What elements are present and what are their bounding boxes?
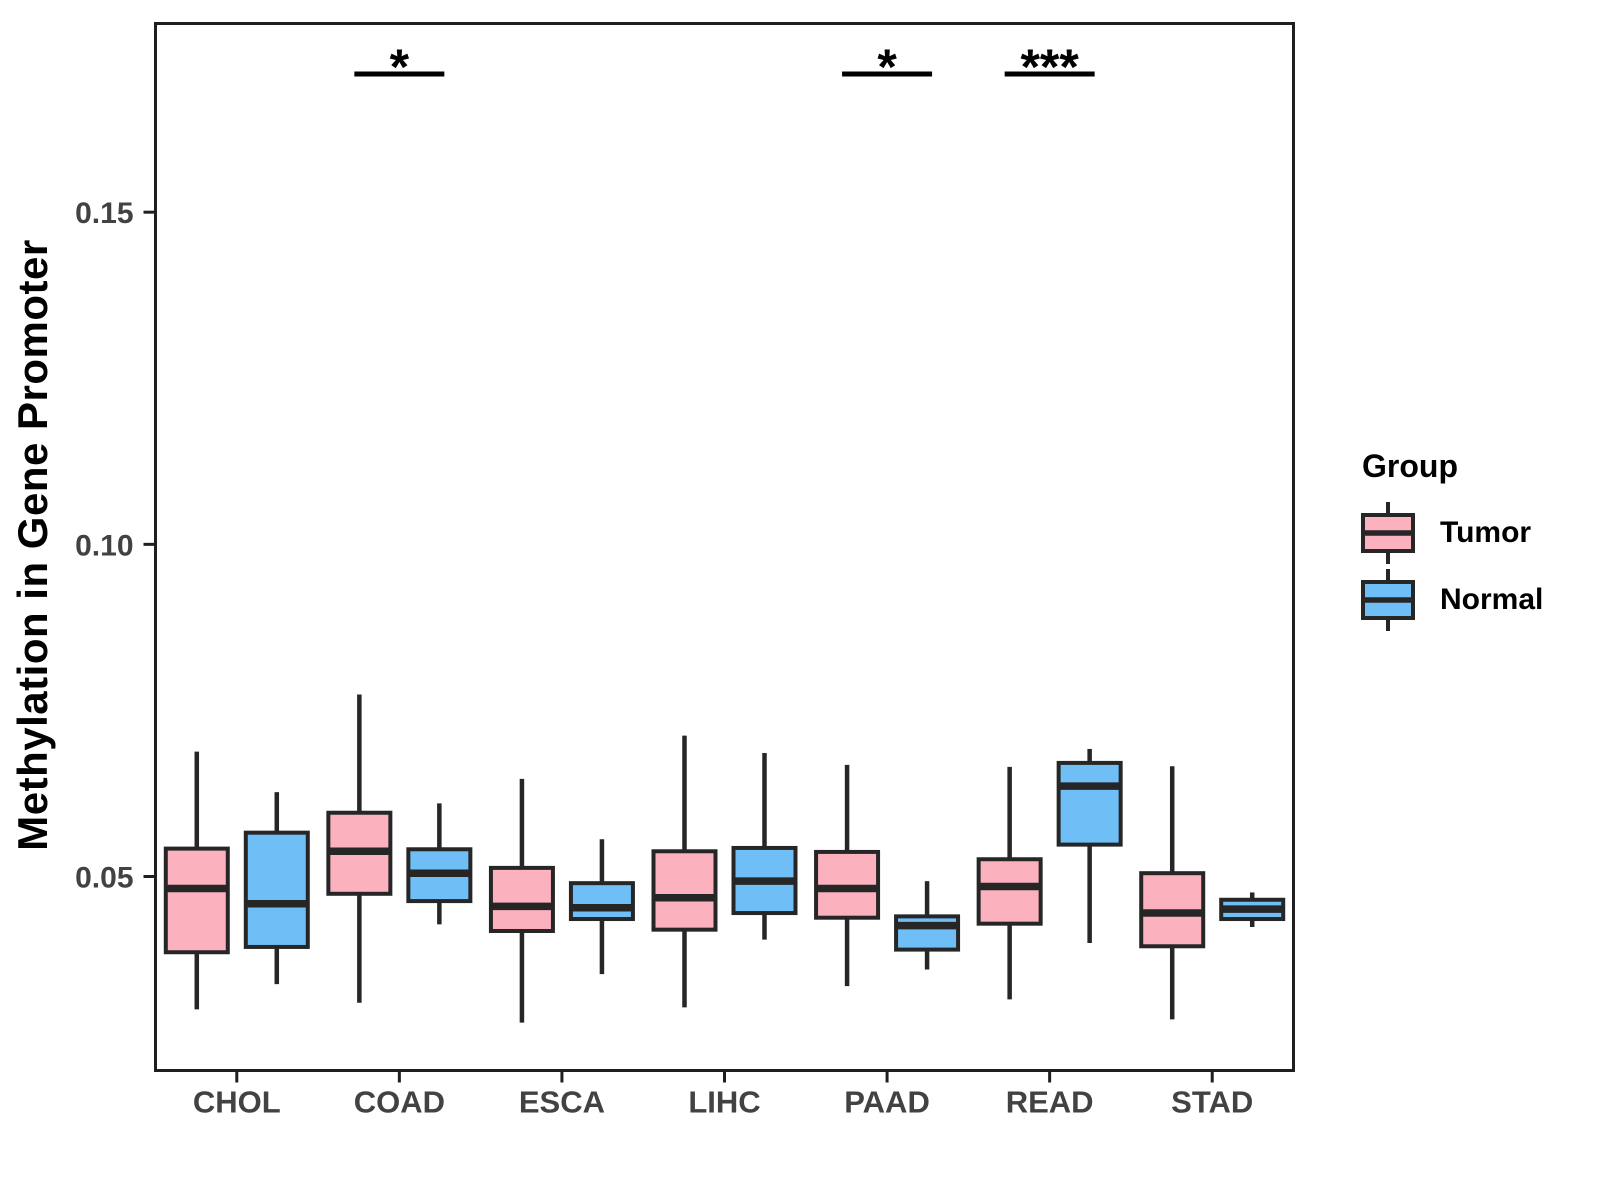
boxplot-stad-tumor — [1139, 766, 1206, 1020]
boxplot-esca-normal — [568, 839, 635, 975]
legend-label-normal: Normal — [1440, 582, 1544, 616]
y-tick-label: 0.15 — [75, 197, 133, 230]
boxplot-lihc-normal — [731, 752, 798, 940]
boxplot-lihc-tumor — [651, 735, 718, 1008]
y-axis-title: Methylation in Gene Promoter — [9, 239, 56, 851]
panel-border — [154, 22, 1295, 1072]
boxplot-esca-tumor — [488, 778, 555, 1023]
x-tick-label-read: READ — [1006, 1085, 1094, 1120]
boxplot-chol-normal — [243, 792, 310, 985]
boxplot-paad-normal — [894, 881, 961, 970]
legend: Group Tumor Normal — [1360, 448, 1543, 633]
sig-label-coad: * — [390, 39, 410, 95]
boxplot-read-tumor — [976, 766, 1043, 1000]
x-tick-label-lihc: LIHC — [688, 1085, 760, 1120]
boxplot-coad-tumor — [326, 694, 393, 1003]
legend-label-tumor: Tumor — [1440, 515, 1532, 549]
boxplot-coad-normal — [406, 803, 473, 925]
y-tick-label: 0.10 — [75, 529, 133, 562]
tumor-boxplot-key-icon — [1361, 501, 1415, 564]
boxplot-paad-tumor — [814, 764, 881, 987]
legend-item-normal: Normal — [1360, 566, 1543, 633]
normal-boxplot-key-icon — [1361, 568, 1415, 631]
y-tick-label: 0.05 — [75, 862, 133, 895]
legend-item-tumor: Tumor — [1360, 499, 1543, 566]
sig-label-read: *** — [1020, 39, 1079, 95]
boxplot-stad-normal — [1219, 892, 1286, 928]
legend-title: Group — [1362, 448, 1458, 484]
boxplot-chol-tumor — [163, 751, 230, 1010]
x-tick-label-chol: CHOL — [193, 1085, 281, 1120]
boxplot-read-normal — [1056, 748, 1123, 943]
x-tick-label-paad: PAAD — [844, 1085, 930, 1120]
sig-label-paad: * — [877, 39, 897, 95]
x-tick-label-coad: COAD — [354, 1085, 445, 1120]
x-tick-label-esca: ESCA — [519, 1085, 605, 1120]
x-tick-label-stad: STAD — [1171, 1085, 1253, 1120]
